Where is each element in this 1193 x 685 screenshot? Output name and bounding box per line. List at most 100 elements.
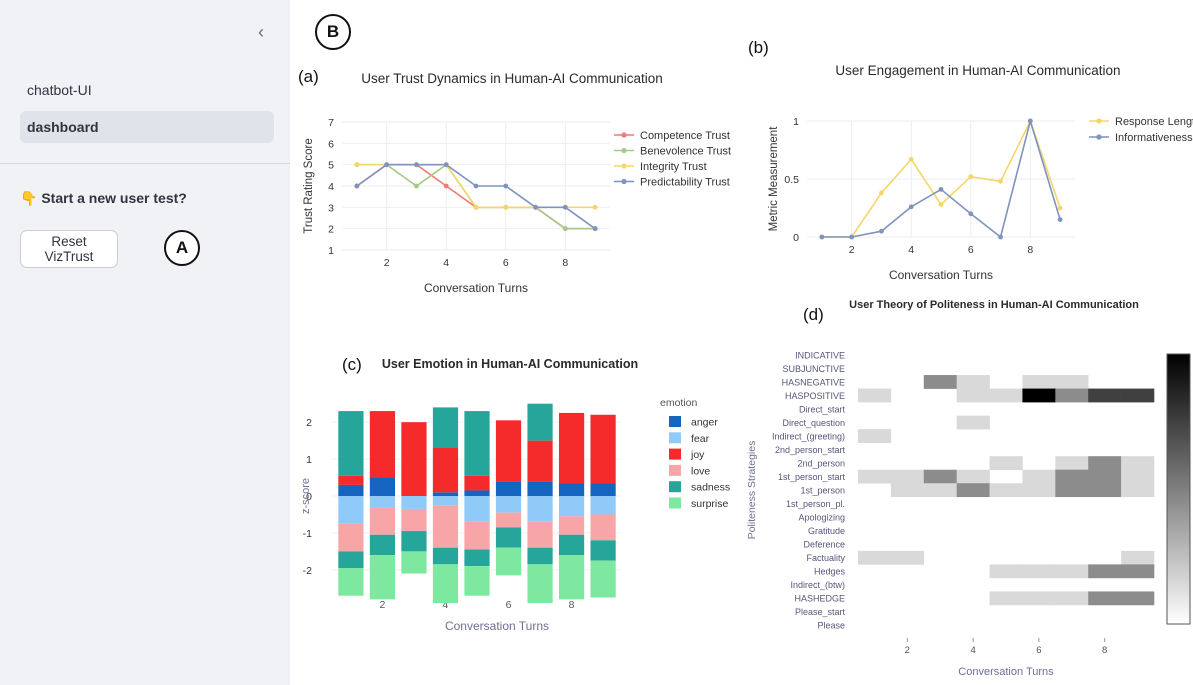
panel-label-a: (a)	[298, 67, 319, 86]
data-point	[998, 178, 1003, 184]
engagement-chart: User Engagement in Human-AI Communicatio…	[768, 63, 1193, 282]
heatmap-cell	[1088, 469, 1122, 484]
y-tick-label: 6	[328, 138, 334, 150]
panel-label-c: (c)	[342, 355, 362, 374]
bar-segment-anger	[590, 483, 616, 496]
legend-label: love	[691, 465, 710, 477]
x-tick-label: 8	[1027, 244, 1033, 256]
bar-segment-surprise	[590, 560, 616, 598]
bar-segment-love	[432, 505, 459, 548]
heatmap-cell	[1121, 388, 1155, 403]
data-point	[592, 204, 598, 210]
data-point	[819, 234, 825, 240]
y-tick-label: 2	[306, 417, 312, 429]
bar-segment-surprise	[495, 547, 522, 576]
legend-title: emotion	[660, 397, 698, 409]
bar-segment-anger	[369, 477, 396, 496]
data-point	[938, 187, 944, 192]
heatmap-cell	[956, 483, 990, 498]
bar-segment-joy	[464, 475, 490, 491]
row-label: Factuality	[806, 553, 845, 563]
nav-item-chatbot-ui[interactable]: chatbot-UI	[27, 82, 92, 98]
legend-label: Integrity Trust	[640, 161, 707, 173]
heatmap-cell	[1022, 591, 1056, 606]
row-label: Gratitude	[808, 526, 845, 536]
data-point	[849, 234, 855, 240]
bar-segment-joy	[590, 414, 616, 484]
new-test-prompt: 👇 Start a new user test?	[20, 190, 187, 207]
row-label: Please	[817, 621, 845, 631]
y-tick-label: 1	[328, 245, 334, 257]
heatmap-cell	[1022, 469, 1056, 484]
data-point	[443, 183, 449, 189]
y-tick-label: -1	[303, 528, 312, 540]
heatmap-cell	[890, 469, 925, 484]
x-axis-label: Conversation Turns	[958, 666, 1054, 678]
heatmap-cell	[1088, 388, 1122, 403]
chart-title: User Emotion in Human-AI Communication	[382, 357, 638, 371]
heatmap-cell	[989, 483, 1023, 498]
legend-label: joy	[690, 449, 705, 461]
bar-segment-fear	[338, 496, 364, 524]
collapse-sidebar-icon[interactable]: ‹	[258, 22, 264, 42]
heatmap-cell	[1055, 388, 1089, 403]
annotation-a: A	[164, 230, 200, 266]
y-axis-label: Trust Rating Score	[303, 138, 315, 233]
legend-swatch	[669, 497, 681, 509]
y-tick-label: 4	[328, 181, 334, 193]
heatmap-cell	[1055, 456, 1089, 471]
bar-segment-sadness	[369, 534, 396, 556]
nav-item-dashboard[interactable]: dashboard	[20, 111, 274, 143]
y-tick-label: 1	[793, 116, 799, 128]
row-label: Indirect_(btw)	[790, 580, 845, 590]
legend-marker	[621, 147, 627, 154]
data-point	[503, 183, 509, 189]
heatmap-cell	[1022, 483, 1056, 498]
heatmap-cell	[858, 469, 892, 484]
legend-marker	[621, 178, 627, 185]
reset-viztrust-button[interactable]: Reset VizTrust	[20, 230, 118, 268]
bar-segment-fear	[527, 496, 553, 522]
x-axis-label: Conversation Turns	[445, 619, 549, 633]
politeness-heatmap: User Theory of Politeness in Human-AI Co…	[746, 299, 1191, 678]
heatmap-cell	[1121, 483, 1155, 498]
bar-segment-love	[338, 523, 364, 552]
heatmap-cell	[858, 550, 892, 565]
data-point	[473, 183, 479, 189]
data-point	[968, 211, 974, 217]
x-tick-label: 2	[380, 599, 386, 611]
row-label: Deference	[803, 540, 845, 550]
y-tick-label: 1	[306, 454, 312, 466]
legend-label: anger	[691, 417, 718, 429]
bar-segment-surprise	[464, 566, 490, 596]
data-point	[1057, 205, 1063, 211]
data-point	[1027, 118, 1033, 124]
heatmap-cell	[1121, 564, 1155, 579]
heatmap-cell	[1055, 375, 1089, 389]
x-tick-label: 4	[443, 599, 449, 611]
chart-title: User Engagement in Human-AI Communicatio…	[835, 63, 1120, 78]
heatmap-cell	[1088, 483, 1122, 498]
heatmap-cell	[1088, 564, 1122, 579]
data-point	[414, 162, 419, 168]
sidebar: ‹ chatbot-UI dashboard 👇 Start a new use…	[0, 0, 290, 685]
bar-segment-joy	[527, 440, 553, 482]
x-tick-label: 6	[503, 257, 509, 269]
bar-segment-love	[527, 521, 553, 548]
heatmap-cell	[989, 456, 1023, 471]
panel-label-b: (b)	[748, 38, 769, 57]
row-label: Apologizing	[798, 513, 845, 523]
heatmap-cell	[1121, 550, 1155, 565]
bar-segment-fear	[432, 496, 459, 506]
bar-segment-joy	[338, 475, 364, 485]
legend-swatch	[669, 464, 681, 476]
legend-label: Predictability Trust	[640, 177, 730, 189]
row-label: HASHEDGE	[794, 594, 845, 604]
data-point	[354, 162, 360, 168]
heatmap-cell	[1088, 591, 1122, 606]
bar-segment-anger	[495, 481, 522, 496]
bar-segment-sadness	[464, 549, 490, 567]
colorbar	[1166, 353, 1191, 625]
bar-segment-joy	[401, 422, 427, 496]
x-axis-label: Conversation Turns	[889, 268, 993, 282]
